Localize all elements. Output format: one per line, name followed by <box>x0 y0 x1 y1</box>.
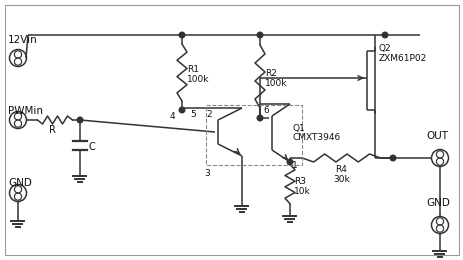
Circle shape <box>389 155 395 161</box>
Text: GND: GND <box>425 198 449 208</box>
Text: 100k: 100k <box>187 75 209 84</box>
Text: R3: R3 <box>294 177 305 185</box>
Text: PWMin: PWMin <box>8 106 43 116</box>
Circle shape <box>257 32 262 38</box>
Text: 1: 1 <box>291 161 297 171</box>
Text: R2: R2 <box>264 69 276 78</box>
Text: 100k: 100k <box>264 79 287 88</box>
Text: Q2: Q2 <box>378 43 391 53</box>
Text: GND: GND <box>8 178 32 188</box>
Text: 12Vin: 12Vin <box>8 35 38 45</box>
Text: 3: 3 <box>204 170 210 179</box>
Text: 10k: 10k <box>294 186 310 196</box>
Text: 30k: 30k <box>332 174 349 184</box>
Text: 4: 4 <box>169 112 175 120</box>
Text: R1: R1 <box>187 65 199 74</box>
Text: R: R <box>49 125 55 135</box>
Text: 5: 5 <box>189 109 195 119</box>
Circle shape <box>179 107 184 113</box>
Text: 6: 6 <box>263 106 268 114</box>
Circle shape <box>257 115 262 121</box>
Circle shape <box>382 32 387 38</box>
Text: R4: R4 <box>335 165 347 173</box>
Text: ZXM61P02: ZXM61P02 <box>378 54 426 62</box>
Text: CMXT3946: CMXT3946 <box>292 133 340 142</box>
Text: OUT: OUT <box>425 131 447 141</box>
Text: Q1: Q1 <box>292 124 305 133</box>
Circle shape <box>77 117 82 123</box>
Circle shape <box>179 32 184 38</box>
Text: 2: 2 <box>206 109 212 119</box>
Circle shape <box>287 159 292 165</box>
Text: C: C <box>89 142 95 152</box>
